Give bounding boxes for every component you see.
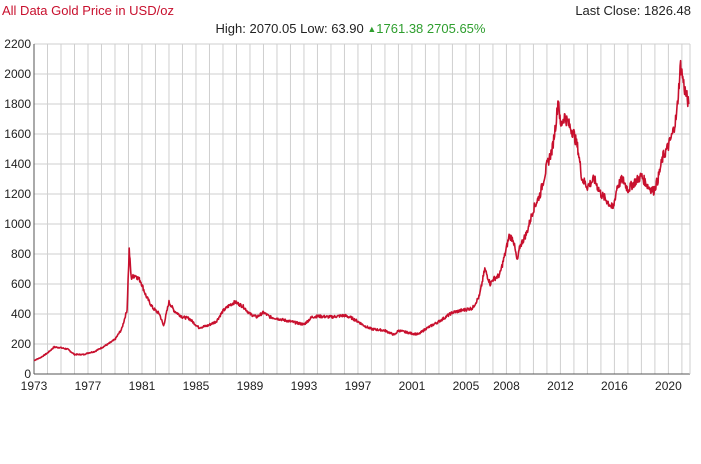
x-tick-label: 2005 [453, 379, 480, 393]
x-tick-label: 2016 [601, 379, 628, 393]
low-value: 63.90 [331, 21, 364, 36]
x-tick-label: 1993 [291, 379, 318, 393]
y-tick-label: 200 [11, 337, 31, 351]
last-close-value: 1826.48 [644, 3, 691, 18]
price-stats: High: 2070.05 Low: 63.90 ▲1761.38 2705.6… [0, 21, 701, 36]
low-label: Low: [300, 21, 328, 36]
y-tick-label: 1600 [4, 127, 31, 141]
x-tick-label: 1989 [237, 379, 264, 393]
x-tick-label: 2001 [399, 379, 426, 393]
x-tick-label: 2020 [655, 379, 682, 393]
x-tick-label: 1985 [183, 379, 210, 393]
x-tick-label: 2008 [493, 379, 520, 393]
change-abs: 1761.38 [376, 21, 424, 36]
y-tick-label: 2200 [4, 37, 31, 51]
x-tick-label: 1973 [21, 379, 48, 393]
y-tick-label: 1000 [4, 217, 31, 231]
y-tick-labels: 0 200 400 600 800 1000 1200 1400 1600 1800 2000 220… [4, 37, 31, 381]
triangle-up-icon: ▲ [367, 24, 377, 34]
x-tick-labels: 1973 1977 1981 1985 1989 1993 1997 2001 2005 2008… [21, 379, 682, 393]
y-tick-label: 1200 [4, 187, 31, 201]
grid-lines [33, 43, 690, 375]
y-tick-label: 800 [11, 247, 31, 261]
high-label: High: [215, 21, 246, 36]
chart-title: All Data Gold Price in USD/oz [2, 3, 174, 18]
high-value: 2070.05 [249, 21, 297, 36]
x-tick-label: 2012 [547, 379, 574, 393]
x-tick-label: 1997 [345, 379, 372, 393]
y-tick-label: 600 [11, 277, 31, 291]
series-layer [33, 59, 690, 362]
y-tick-label: 400 [11, 307, 31, 321]
last-close-label: Last Close: [575, 3, 641, 18]
y-tick-label: 1400 [4, 157, 31, 171]
change-pct: 2705.65% [426, 21, 486, 36]
series-line-gold-price [33, 59, 690, 362]
y-tick-label: 0 [24, 367, 31, 381]
y-tick-label: 1800 [4, 97, 31, 111]
last-close: Last Close: 1826.48 [575, 3, 691, 18]
x-tick-label: 1981 [129, 379, 156, 393]
axes [33, 44, 691, 375]
x-tick-label: 1977 [75, 379, 102, 393]
y-tick-label: 2000 [4, 67, 31, 81]
